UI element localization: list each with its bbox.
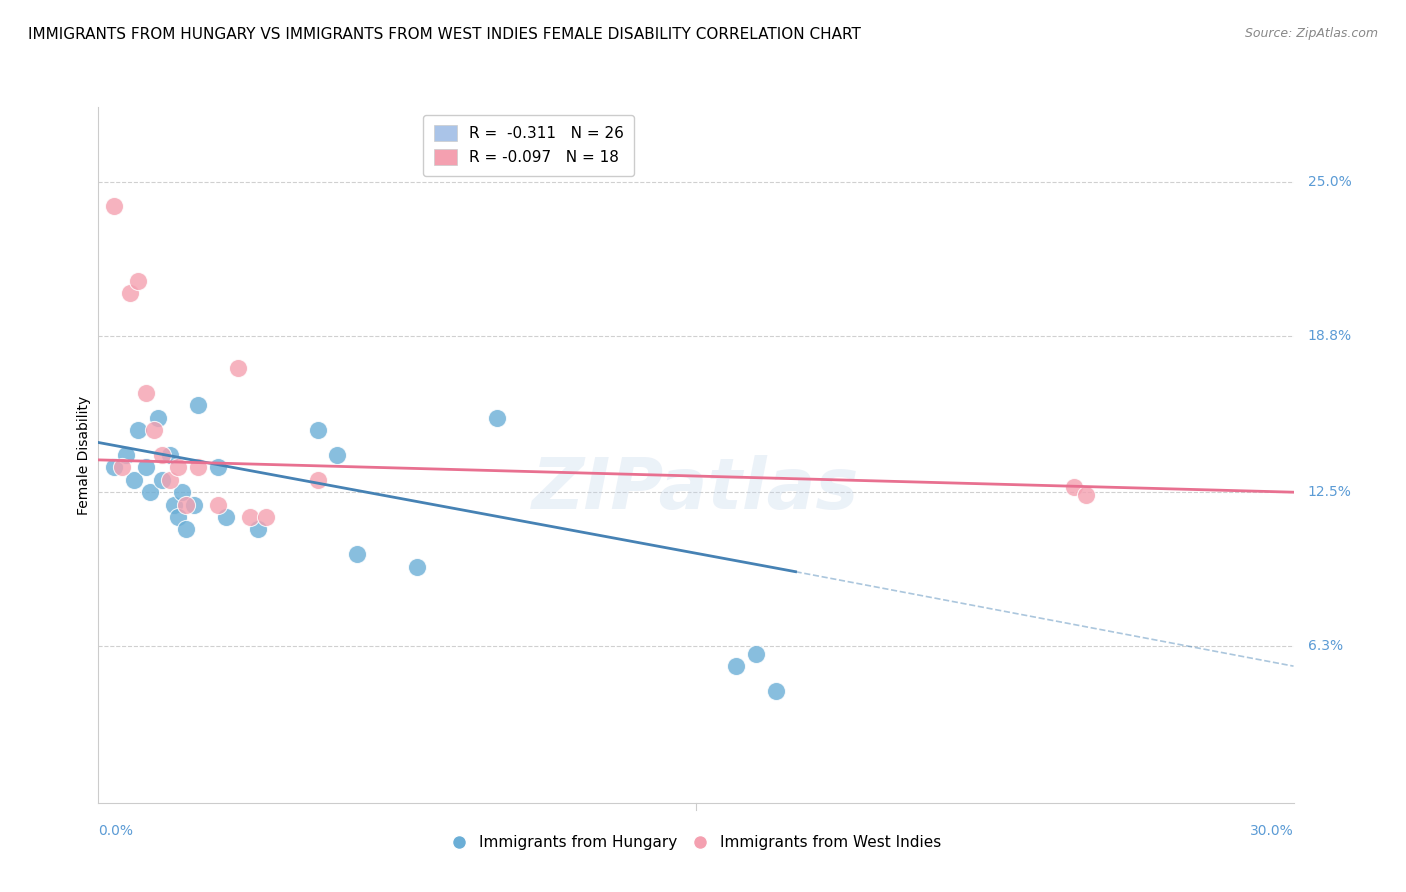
- Point: [724, 659, 747, 673]
- Point: [135, 460, 157, 475]
- Point: [174, 498, 197, 512]
- Point: [183, 498, 205, 512]
- Point: [307, 473, 329, 487]
- Point: [207, 460, 229, 475]
- Text: 30.0%: 30.0%: [1250, 823, 1294, 838]
- Text: 25.0%: 25.0%: [1308, 175, 1351, 188]
- Point: [172, 485, 194, 500]
- Point: [254, 510, 277, 524]
- Text: 0.0%: 0.0%: [98, 823, 134, 838]
- Point: [163, 498, 186, 512]
- Point: [326, 448, 349, 462]
- Point: [187, 460, 209, 475]
- Point: [135, 385, 157, 400]
- Point: [226, 361, 249, 376]
- Legend: Immigrants from Hungary, Immigrants from West Indies: Immigrants from Hungary, Immigrants from…: [443, 828, 949, 858]
- Point: [765, 684, 787, 698]
- Point: [745, 647, 768, 661]
- Point: [207, 498, 229, 512]
- Text: Source: ZipAtlas.com: Source: ZipAtlas.com: [1244, 27, 1378, 40]
- Text: 6.3%: 6.3%: [1308, 640, 1343, 653]
- Point: [148, 410, 170, 425]
- Text: 18.8%: 18.8%: [1308, 328, 1353, 343]
- Point: [346, 547, 368, 561]
- Point: [1063, 480, 1085, 494]
- Point: [485, 410, 508, 425]
- Y-axis label: Female Disability: Female Disability: [77, 395, 91, 515]
- Point: [159, 473, 181, 487]
- Point: [215, 510, 238, 524]
- Text: ZIPatlas: ZIPatlas: [533, 455, 859, 524]
- Point: [406, 559, 429, 574]
- Point: [115, 448, 138, 462]
- Point: [167, 460, 190, 475]
- Point: [159, 448, 181, 462]
- Point: [1076, 488, 1098, 502]
- Point: [307, 423, 329, 437]
- Point: [103, 199, 125, 213]
- Point: [111, 460, 134, 475]
- Point: [150, 473, 173, 487]
- Point: [127, 274, 149, 288]
- Point: [124, 473, 146, 487]
- Text: IMMIGRANTS FROM HUNGARY VS IMMIGRANTS FROM WEST INDIES FEMALE DISABILITY CORRELA: IMMIGRANTS FROM HUNGARY VS IMMIGRANTS FR…: [28, 27, 860, 42]
- Point: [187, 398, 209, 412]
- Point: [239, 510, 262, 524]
- Point: [139, 485, 162, 500]
- Point: [246, 523, 269, 537]
- Point: [103, 460, 125, 475]
- Point: [167, 510, 190, 524]
- Point: [174, 523, 197, 537]
- Text: 12.5%: 12.5%: [1308, 485, 1351, 500]
- Point: [120, 286, 142, 301]
- Point: [127, 423, 149, 437]
- Point: [143, 423, 166, 437]
- Point: [150, 448, 173, 462]
